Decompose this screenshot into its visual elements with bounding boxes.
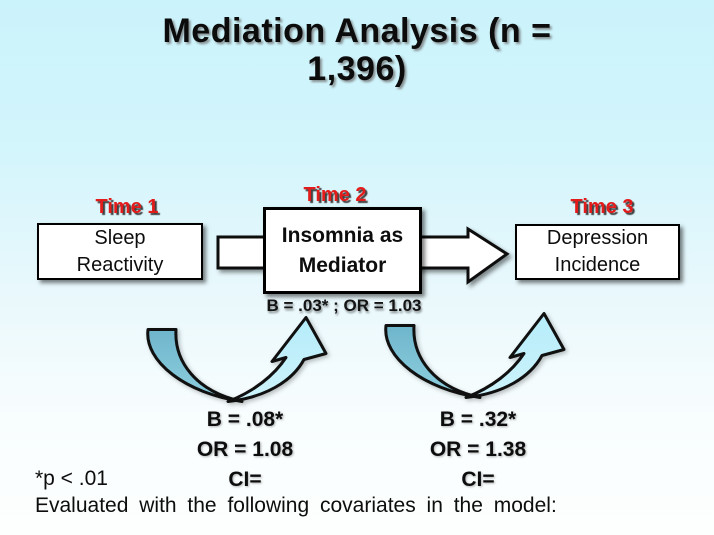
mediator-box-label: Insomnia as Mediator xyxy=(281,224,404,277)
path-b-stats: B = .32* OR = 1.38 CI= xyxy=(388,405,568,495)
path-a-stats: B = .08* OR = 1.08 CI= xyxy=(155,405,335,495)
path-a-arrowhead-band xyxy=(226,316,328,403)
time3-label: Time 3 xyxy=(570,196,634,218)
covariates-note: Evaluated with the following covariates … xyxy=(35,494,557,517)
path-b-left-band xyxy=(384,324,482,399)
outcome-box: Depression Incidence xyxy=(515,224,680,280)
mediator-box: Insomnia as Mediator xyxy=(263,207,422,294)
path-a-left-band xyxy=(146,328,244,403)
path-a-curved-arrow-icon xyxy=(146,316,328,403)
time1-label: Time 1 xyxy=(95,196,159,218)
path-b-arrowhead-band xyxy=(464,312,566,399)
mediator-path-stats: B = .03* ; OR = 1.03 xyxy=(266,296,422,315)
predictor-box: Sleep Reactivity xyxy=(37,223,203,280)
path-b-stat-b: B = .32* xyxy=(439,408,517,431)
path-b-stat-or: OR = 1.38 xyxy=(429,438,527,461)
path-b-curved-arrow-icon xyxy=(384,312,566,399)
significance-note: *p < .01 xyxy=(35,467,108,490)
slide-title: Mediation Analysis (n = 1,396) xyxy=(162,12,552,89)
path-a-stat-b: B = .08* xyxy=(206,408,284,431)
path-a-stat-ci: CI= xyxy=(228,468,262,491)
predictor-box-label: Sleep Reactivity xyxy=(76,226,164,276)
outcome-box-label: Depression Incidence xyxy=(546,227,649,276)
path-a-stat-or: OR = 1.08 xyxy=(196,438,294,461)
path-b-stat-ci: CI= xyxy=(461,468,495,491)
time2-label: Time 2 xyxy=(303,184,367,206)
